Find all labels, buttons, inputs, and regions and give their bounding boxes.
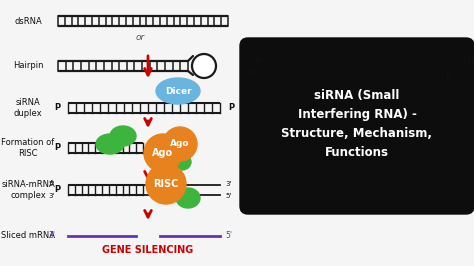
Text: RISC: RISC (153, 179, 179, 189)
Text: 5': 5' (49, 181, 55, 187)
Text: 3': 3' (225, 181, 231, 187)
Text: siRNA-mRNA
complex: siRNA-mRNA complex (1, 180, 55, 200)
Text: siRNA (Small
Interfering RNA) -
Structure, Mechanism,
Functions: siRNA (Small Interfering RNA) - Structur… (282, 89, 432, 159)
Ellipse shape (110, 126, 136, 146)
Text: 5': 5' (225, 193, 231, 199)
Text: P: P (228, 103, 234, 113)
FancyBboxPatch shape (240, 38, 474, 214)
Text: Ago: Ago (153, 148, 173, 158)
Text: GENE SILENCING: GENE SILENCING (102, 245, 193, 255)
Text: or: or (136, 34, 145, 43)
Text: dsRNA: dsRNA (14, 16, 42, 26)
Circle shape (146, 164, 186, 204)
Text: Ago: Ago (170, 139, 190, 148)
Text: 3': 3' (48, 231, 55, 240)
Text: P: P (54, 185, 60, 194)
Text: Sliced mRNA: Sliced mRNA (1, 231, 55, 240)
Ellipse shape (173, 154, 191, 170)
Text: Formation of
RISC: Formation of RISC (1, 138, 55, 158)
Text: P: P (54, 103, 60, 113)
Text: siRNA
duplex: siRNA duplex (14, 98, 42, 118)
Text: P: P (54, 143, 60, 152)
Ellipse shape (96, 134, 124, 154)
Circle shape (192, 54, 216, 78)
Text: OH: OH (463, 56, 474, 65)
Text: OH: OH (248, 69, 261, 77)
Text: 3': 3' (49, 193, 55, 199)
Ellipse shape (156, 78, 200, 104)
Ellipse shape (176, 188, 200, 208)
Text: P: P (445, 73, 451, 82)
Text: P: P (255, 56, 261, 65)
Text: Hairpin: Hairpin (13, 61, 43, 70)
Circle shape (163, 127, 197, 161)
Text: Dicer: Dicer (164, 86, 191, 95)
Circle shape (144, 134, 182, 172)
Text: 5': 5' (225, 231, 232, 240)
